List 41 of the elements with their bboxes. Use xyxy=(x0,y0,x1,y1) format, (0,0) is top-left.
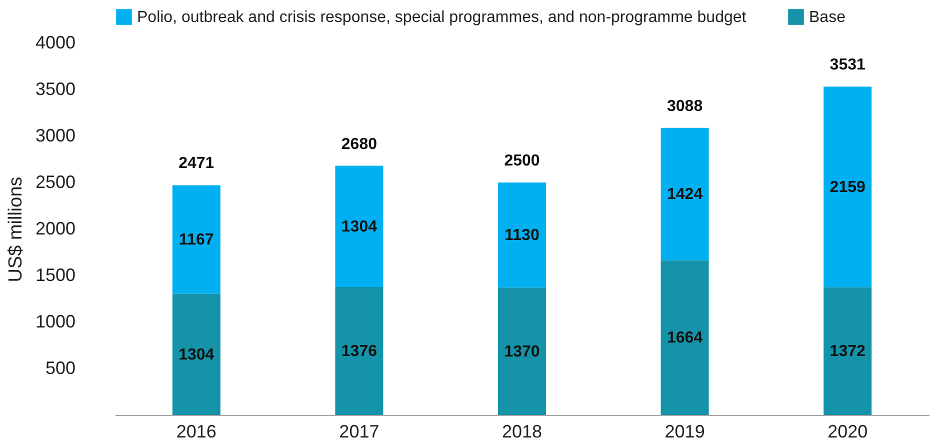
y-tick-label: 1000 xyxy=(35,312,76,332)
total-label: 2471 xyxy=(178,155,214,172)
data-label: 1376 xyxy=(341,343,378,360)
bar xyxy=(660,128,709,260)
data-label: 1130 xyxy=(504,227,540,244)
bar xyxy=(498,182,546,288)
total-label: 2500 xyxy=(504,152,540,170)
bar xyxy=(824,287,872,415)
bar xyxy=(824,86,872,288)
y-tick-label: 2000 xyxy=(35,218,76,238)
y-axis-title: US$ millions xyxy=(5,176,26,282)
bar xyxy=(335,287,384,415)
legend-label: Polio, outbreak and crisis response, special programmes, and non-programme budget xyxy=(137,9,747,26)
bar xyxy=(172,185,220,294)
x-tick-label: 2020 xyxy=(828,422,868,442)
data-label: 1304 xyxy=(341,218,378,236)
data-label: 1372 xyxy=(830,343,866,360)
bar xyxy=(172,294,220,415)
total-label: 3088 xyxy=(667,98,703,115)
y-tick-label: 2500 xyxy=(35,172,76,192)
total-label: 2680 xyxy=(341,136,378,153)
data-label: 1370 xyxy=(504,343,540,360)
bar xyxy=(660,260,709,415)
data-label: 1167 xyxy=(179,231,214,248)
x-tick-label: 2017 xyxy=(339,422,380,442)
y-tick-label: 500 xyxy=(45,358,76,378)
data-label: 2159 xyxy=(830,179,866,196)
legend-label: Base xyxy=(809,9,846,26)
total-label: 3531 xyxy=(830,56,866,74)
data-label: 1304 xyxy=(178,346,214,364)
x-tick-label: 2018 xyxy=(502,422,542,442)
bar xyxy=(498,288,546,415)
y-tick-label: 3000 xyxy=(35,126,76,146)
data-label: 1664 xyxy=(667,330,703,347)
data-label: 1424 xyxy=(667,186,703,204)
bar xyxy=(335,166,384,288)
y-tick-label: 3500 xyxy=(35,79,76,99)
y-tick-label: 1500 xyxy=(35,265,76,285)
x-tick-label: 2019 xyxy=(664,422,705,442)
x-tick-label: 2016 xyxy=(176,422,216,442)
y-tick-label: 4000 xyxy=(35,32,76,52)
